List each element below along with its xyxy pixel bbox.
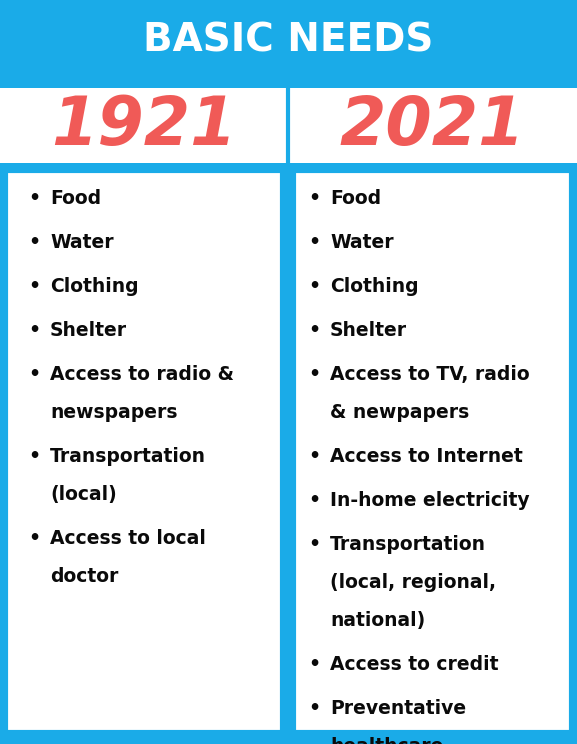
Text: Preventative: Preventative — [330, 699, 466, 718]
Text: •: • — [308, 365, 320, 384]
Bar — [0, 88, 577, 163]
Bar — [6, 171, 282, 732]
Text: national): national) — [330, 611, 425, 630]
Text: & newpapers: & newpapers — [330, 403, 469, 422]
Text: Shelter: Shelter — [50, 321, 127, 340]
Text: •: • — [308, 447, 320, 466]
Text: •: • — [308, 535, 320, 554]
Text: •: • — [308, 189, 320, 208]
Text: •: • — [28, 321, 40, 340]
Text: Access to local: Access to local — [50, 529, 206, 548]
Text: •: • — [308, 233, 320, 252]
Text: •: • — [28, 365, 40, 384]
Text: Access to Internet: Access to Internet — [330, 447, 523, 466]
Text: doctor: doctor — [50, 567, 118, 586]
Text: Access to TV, radio: Access to TV, radio — [330, 365, 530, 384]
Text: •: • — [308, 277, 320, 296]
Text: •: • — [28, 277, 40, 296]
Bar — [0, 0, 577, 80]
Text: Food: Food — [50, 189, 101, 208]
Text: Transportation: Transportation — [330, 535, 486, 554]
Text: •: • — [308, 491, 320, 510]
Text: Water: Water — [50, 233, 114, 252]
Text: Transportation: Transportation — [50, 447, 206, 466]
Text: (local): (local) — [50, 485, 117, 504]
Text: Food: Food — [330, 189, 381, 208]
Text: •: • — [308, 655, 320, 674]
Text: In-home electricity: In-home electricity — [330, 491, 530, 510]
Text: •: • — [28, 189, 40, 208]
Text: •: • — [308, 321, 320, 340]
Text: (local, regional,: (local, regional, — [330, 573, 496, 592]
Text: 2021: 2021 — [340, 92, 525, 158]
Text: Shelter: Shelter — [330, 321, 407, 340]
Text: Access to radio &: Access to radio & — [50, 365, 234, 384]
Text: •: • — [28, 233, 40, 252]
Text: Clothing: Clothing — [50, 277, 138, 296]
Text: 1921: 1921 — [51, 92, 237, 158]
Text: •: • — [308, 699, 320, 718]
Text: Water: Water — [330, 233, 394, 252]
Text: newspapers: newspapers — [50, 403, 178, 422]
Text: •: • — [28, 447, 40, 466]
Bar — [294, 171, 571, 732]
Text: Clothing: Clothing — [330, 277, 419, 296]
Text: BASIC NEEDS: BASIC NEEDS — [143, 21, 434, 59]
Text: healthcare: healthcare — [330, 737, 443, 744]
Text: Access to credit: Access to credit — [330, 655, 499, 674]
Text: •: • — [28, 529, 40, 548]
